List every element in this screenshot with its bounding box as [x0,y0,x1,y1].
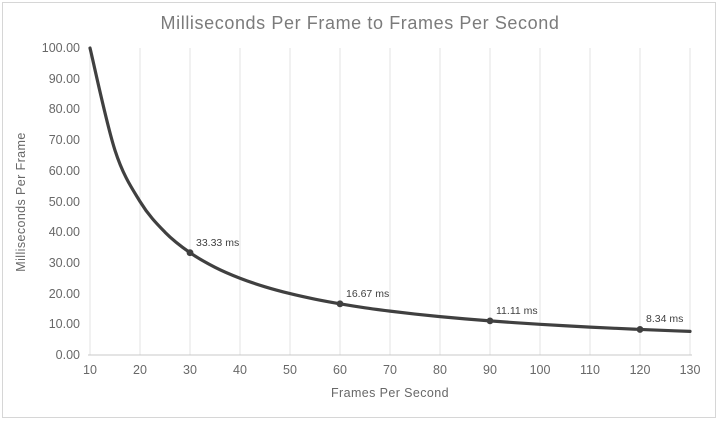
x-tick-label: 30 [183,363,197,377]
y-tick-label: 10.00 [48,317,80,332]
x-tick-label: 40 [233,363,247,377]
x-tick-label: 130 [679,363,701,377]
y-tick-label: 30.00 [48,255,80,270]
point-marker [186,249,194,257]
point-marker [486,317,494,325]
x-tick-label: 90 [483,363,497,377]
x-tick-label: 20 [133,363,147,377]
chart-title: Milliseconds Per Frame to Frames Per Sec… [160,13,560,33]
x-axis-title: Frames Per Second [331,386,449,400]
y-tick-label: 0.00 [55,348,80,362]
point-marker [636,326,644,333]
x-tick-label: 110 [580,363,600,377]
x-tick-label: 10 [83,363,97,377]
series-curve [88,46,692,333]
chart-frame-border [2,2,716,418]
y-tick-label: 40.00 [48,225,80,240]
data-point-label: 11.11 ms [496,304,538,317]
y-tick-label: 70.00 [48,133,80,148]
data-point-label: 16.67 ms [346,287,390,300]
y-tick-label: 20.00 [48,286,80,301]
y-tick-label: 50.00 [48,194,80,209]
x-tick-label: 60 [333,363,347,377]
x-tick-label: 120 [629,363,651,377]
y-tick-label: 80.00 [48,102,80,117]
y-tick-label: 90.00 [48,71,80,86]
data-point-label: 8.34 ms [646,313,684,326]
x-tick-label: 70 [383,363,397,377]
x-tick-label: 80 [433,363,447,377]
x-tick-label: 50 [283,363,297,377]
y-tick-label: 100.00 [41,41,80,55]
y-tick-label: 60.00 [48,163,80,178]
point-marker [336,300,344,308]
data-point-label: 33.33 ms [196,236,240,249]
x-tick-label: 100 [529,363,551,377]
